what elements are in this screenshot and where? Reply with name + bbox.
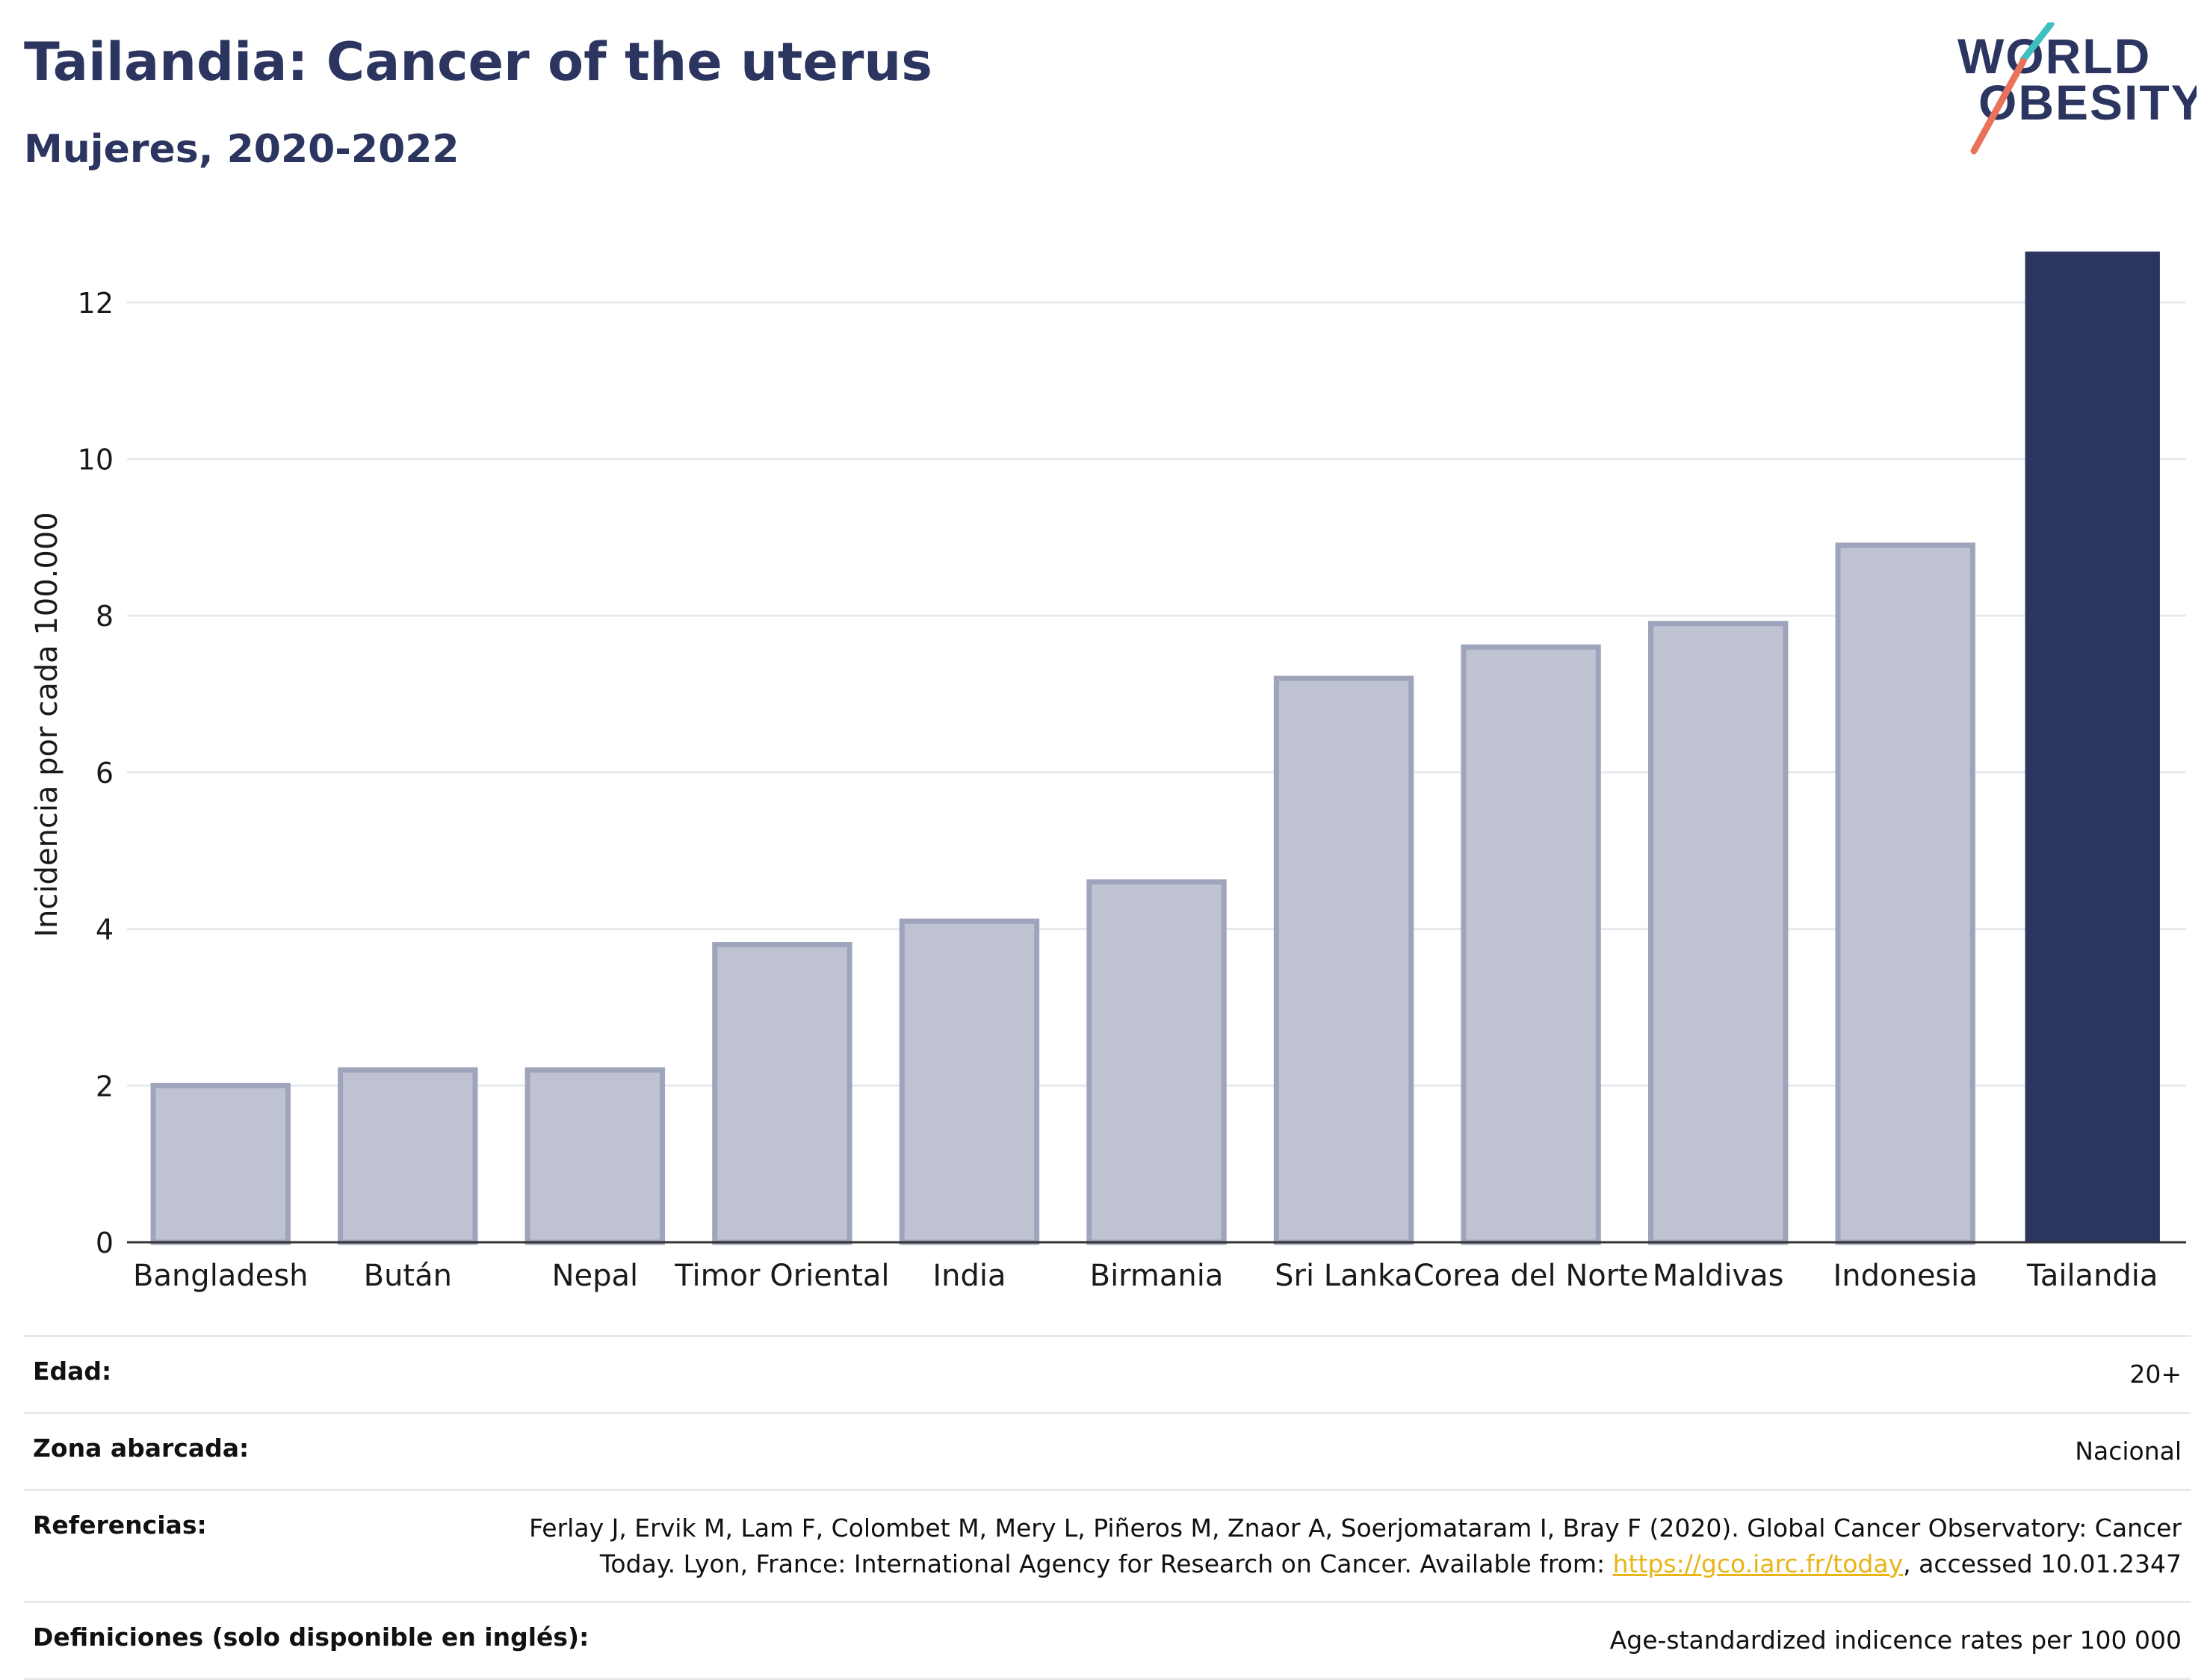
meta-value: Age-standardized indicence rates per 100…: [1609, 1625, 2182, 1655]
bar-bután: [338, 1067, 478, 1245]
reference-text-post: , accessed 10.01.2347: [1903, 1549, 2182, 1578]
meta-label: Edad:: [33, 1357, 112, 1386]
bar-chart: 0 2 4 6 8 10 12 Bangladesh Bután Nepal Timor Orien…: [30, 251, 2186, 1293]
x-tick-label: Corea del Norte: [1414, 1259, 1649, 1293]
y-tick-label: 4: [96, 914, 114, 946]
chart-title: Tailandia: Cancer of the uterus: [24, 31, 932, 93]
y-axis-label: Incidencia por cada 100.000: [30, 512, 64, 937]
reference-link[interactable]: https://gco.iarc.fr/today: [1612, 1549, 1904, 1578]
meta-label: Referencias:: [33, 1510, 207, 1540]
x-tick-label: Nepal: [552, 1259, 639, 1293]
x-tick-label: Bután: [364, 1259, 452, 1293]
meta-value: Nacional: [2075, 1436, 2182, 1466]
bar-maldivas: [1647, 621, 1789, 1245]
meta-row-area: Zona abarcada: Nacional: [24, 1411, 2191, 1489]
y-tick-label: 2: [96, 1070, 114, 1103]
x-tick-label: India: [932, 1259, 1006, 1293]
y-tick-label: 10: [78, 444, 114, 477]
x-tick-label: Birmania: [1090, 1259, 1224, 1293]
bar-birmania: [1086, 879, 1227, 1245]
bar-india: [899, 918, 1040, 1245]
bars: [150, 251, 2160, 1245]
bar-bangladesh: [150, 1082, 291, 1245]
meta-row-age: Edad: 20+: [24, 1335, 2191, 1412]
meta-label: Zona abarcada:: [33, 1433, 250, 1463]
y-tick-label: 6: [96, 757, 114, 790]
x-tick-label: Sri Lanka: [1275, 1259, 1413, 1293]
y-tick-label: 0: [96, 1227, 114, 1259]
bar-corea-del-norte: [1461, 644, 1601, 1245]
meta-label: Definiciones (solo disponible en inglés)…: [33, 1622, 589, 1652]
logo-line1: WORLD: [1957, 28, 2151, 84]
meta-value: Ferlay J, Ervik M, Lam F, Colombet M, Me…: [529, 1510, 2182, 1582]
bar-indonesia: [1835, 542, 1975, 1245]
bar-nepal: [524, 1067, 666, 1245]
meta-row-definitions: Definiciones (solo disponible en inglés)…: [24, 1601, 2191, 1680]
reference-text-pre: Today. Lyon, France: International Agenc…: [599, 1549, 1613, 1578]
x-tick-label: Maldivas: [1653, 1259, 1784, 1293]
world-obesity-logo: WORLD OBESITY: [1957, 22, 2197, 155]
x-tick-label: Tailandia: [2026, 1259, 2158, 1293]
meta-value: 20+: [2129, 1360, 2182, 1389]
chart-subtitle: Mujeres, 2020-2022: [24, 127, 459, 172]
y-tick-label: 8: [96, 600, 114, 633]
meta-row-references: Referencias: Ferlay J, Ervik M, Lam F, C…: [24, 1488, 2191, 1602]
logo-slash-teal: [2019, 22, 2055, 63]
y-tick-label: 12: [78, 287, 114, 320]
x-tick-label: Indonesia: [1833, 1259, 1977, 1293]
bar-tailandia: [2025, 251, 2160, 1242]
x-tick-label: Bangladesh: [133, 1259, 309, 1293]
metadata-table: Edad: 20+ Zona abarcada: Nacional Refere…: [24, 1335, 2191, 1680]
bar-sri-lanka: [1273, 675, 1414, 1245]
axes: 0 2 4 6 8 10 12 Bangladesh Bután Nepal Timor Orien…: [78, 287, 2186, 1293]
x-tick-label: Timor Oriental: [674, 1259, 889, 1293]
bar-timor-oriental: [712, 942, 852, 1245]
logo-line2: OBESITY: [1978, 75, 2197, 130]
logo-slash-coral: [1970, 58, 2027, 155]
reference-text-line1: Ferlay J, Ervik M, Lam F, Colombet M, Me…: [529, 1513, 2182, 1543]
